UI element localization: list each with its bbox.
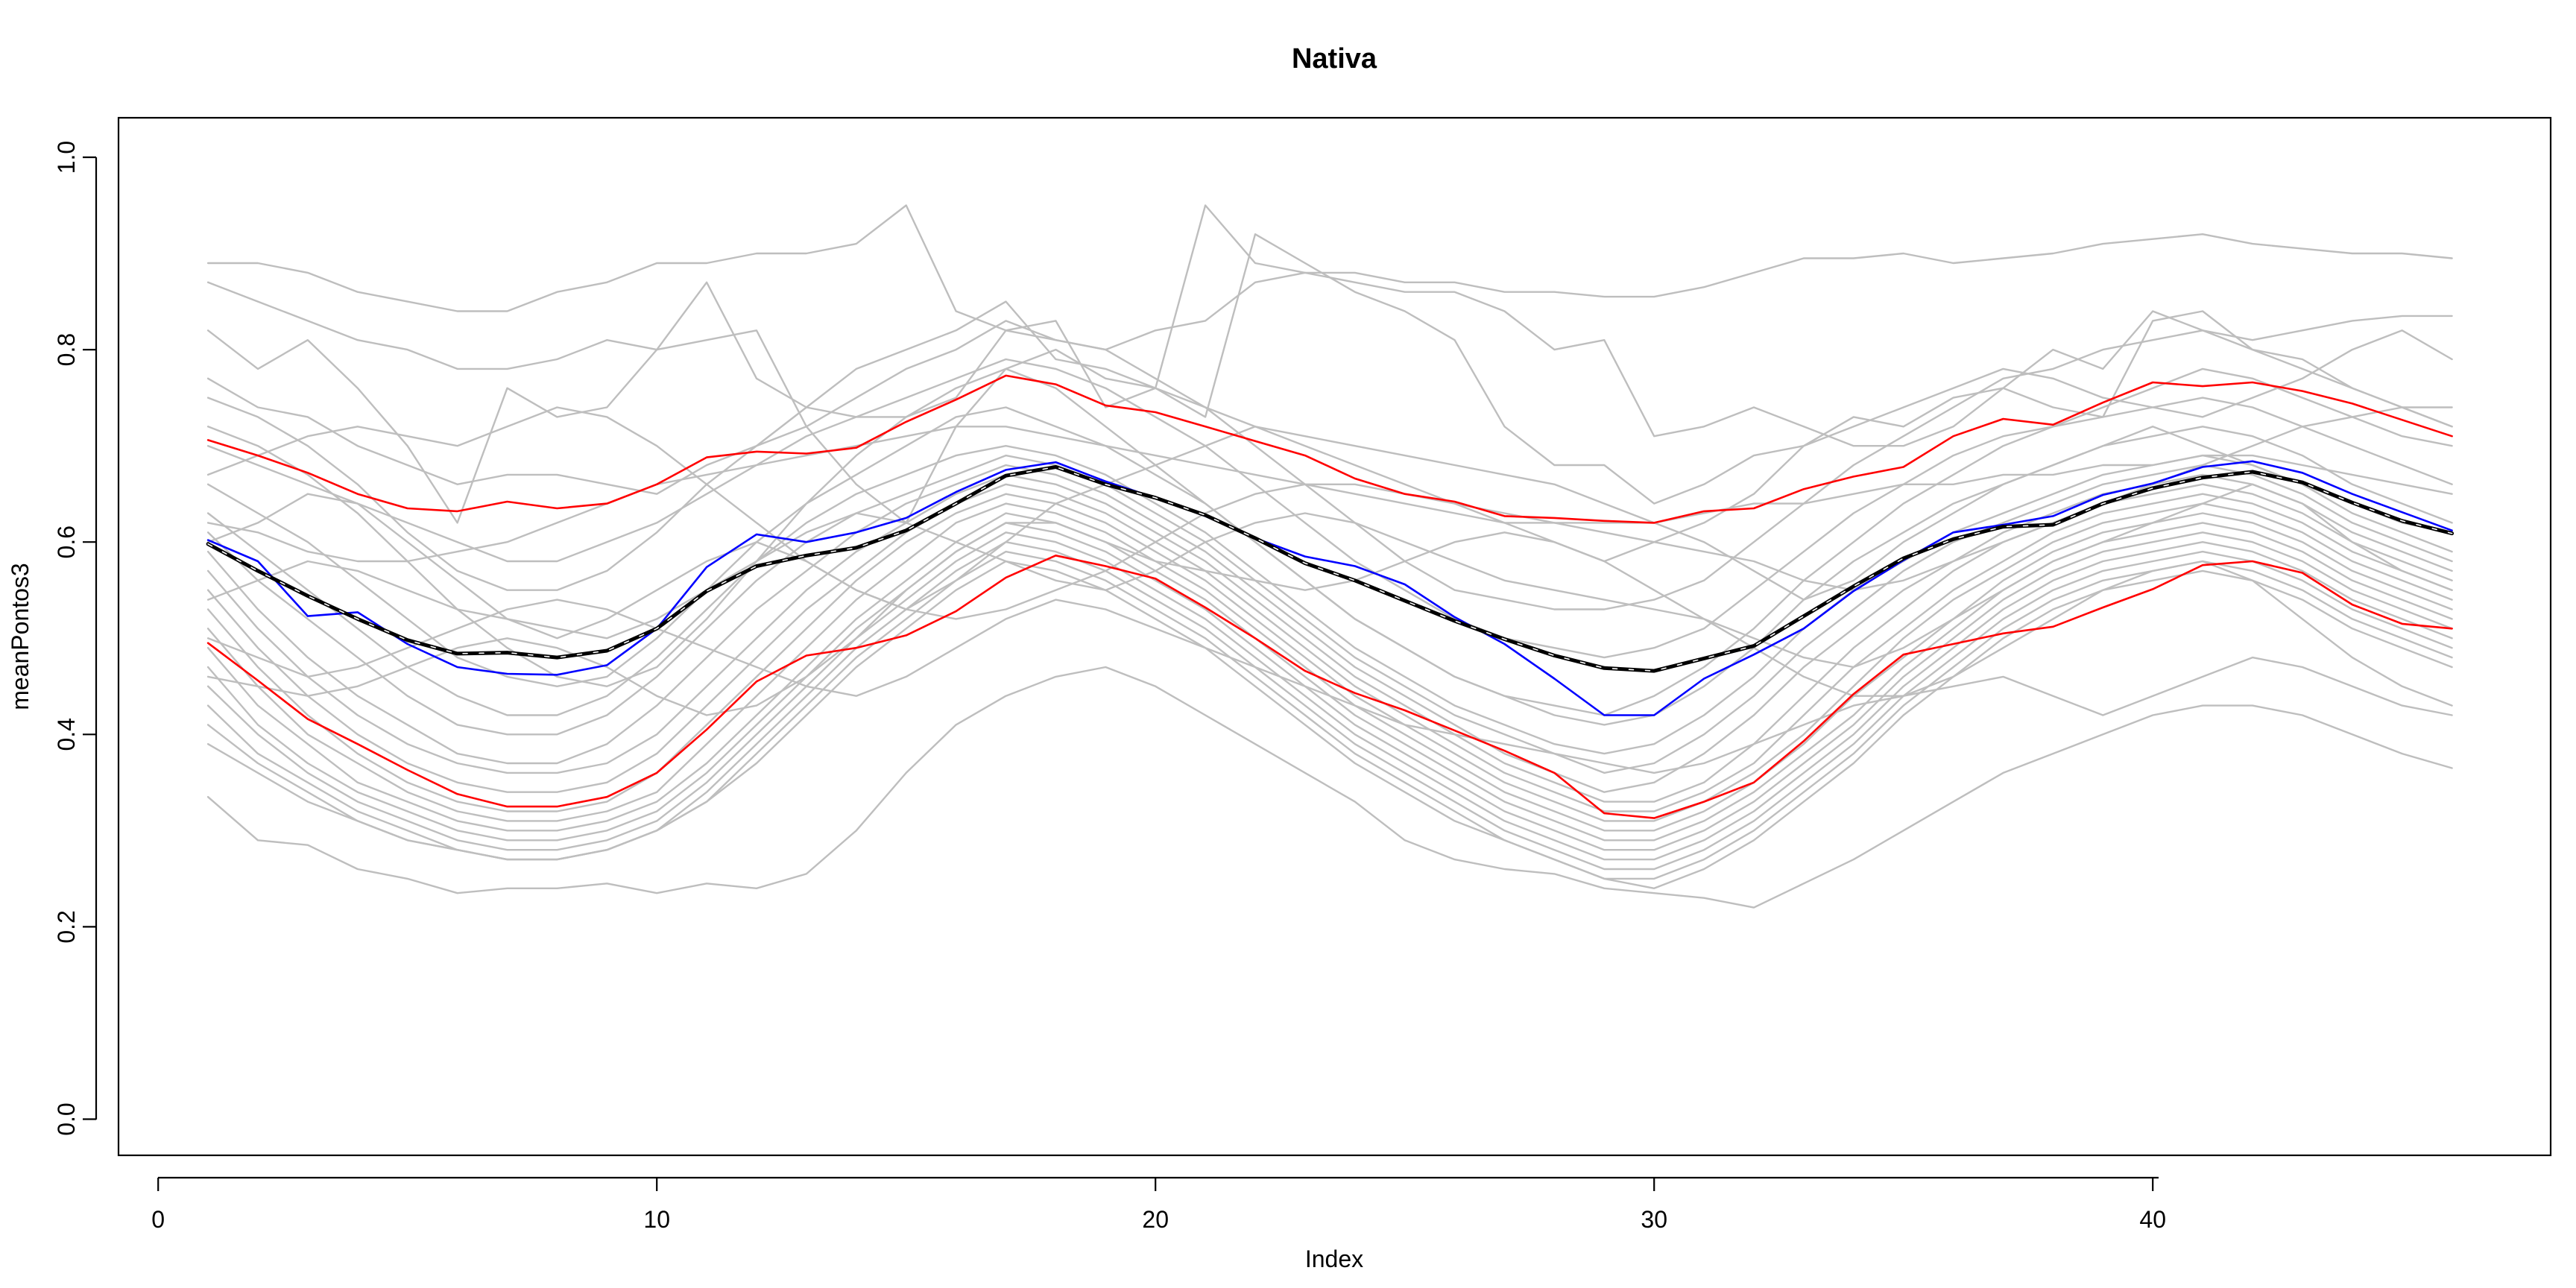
background-series-line-5 — [206, 320, 2453, 610]
y-tick-label: 0.0 — [53, 1102, 80, 1135]
upper-band-line — [206, 374, 2453, 524]
background-series-line-12 — [206, 483, 2453, 812]
background-series-line-28 — [206, 426, 2453, 563]
background-series-line-14 — [206, 502, 2453, 832]
background-series-line-10 — [206, 464, 2453, 793]
background-series-line-17 — [206, 531, 2453, 861]
background-series-line-8 — [206, 445, 2453, 755]
blue-series-line — [206, 460, 2453, 716]
y-tick-label: 0.8 — [53, 333, 80, 366]
background-series-line-16 — [206, 522, 2453, 851]
background-series-line-23 — [206, 483, 2453, 669]
background-series-line-3 — [206, 233, 2453, 524]
y-tick-label: 0.4 — [53, 718, 80, 751]
background-series-line-22 — [206, 426, 2453, 640]
y-tick-label: 0.6 — [53, 525, 80, 558]
background-series-line-6 — [206, 358, 2453, 659]
y-axis-label: meanPontos3 — [7, 563, 34, 710]
lower-band-line — [206, 555, 2453, 819]
background-series-line-25 — [206, 599, 2453, 774]
x-tick-label: 40 — [2139, 1206, 2166, 1233]
highlight-series-group — [206, 374, 2455, 819]
x-tick-label: 20 — [1142, 1206, 1169, 1233]
x-axis-label: Index — [1305, 1246, 1363, 1272]
x-axis: 0 10 20 30 40 — [151, 1176, 2166, 1233]
background-series-line-26 — [206, 367, 2453, 716]
plot-frame — [117, 116, 2552, 1157]
x-tick-label: 0 — [151, 1206, 165, 1233]
background-series-line-9 — [206, 454, 2453, 774]
background-series-line-4 — [206, 300, 2453, 563]
background-series-line-13 — [206, 493, 2453, 822]
y-tick-label: 0.2 — [53, 910, 80, 943]
x-tick-label: 10 — [643, 1206, 670, 1233]
mean-series-dash-overlay — [207, 466, 2453, 672]
x-tick-label: 30 — [1641, 1206, 1667, 1233]
chart-title: Nativa — [1292, 43, 1377, 75]
y-tick-label: 1.0 — [53, 141, 80, 174]
background-series-group — [206, 204, 2453, 909]
background-series-line-21 — [206, 666, 2453, 909]
background-series-line-27 — [206, 522, 2453, 716]
y-axis: 0.0 0.2 0.4 0.6 0.8 1.0 — [53, 141, 98, 1136]
background-series-line-20 — [206, 560, 2453, 889]
background-series-line-1 — [206, 204, 2453, 351]
